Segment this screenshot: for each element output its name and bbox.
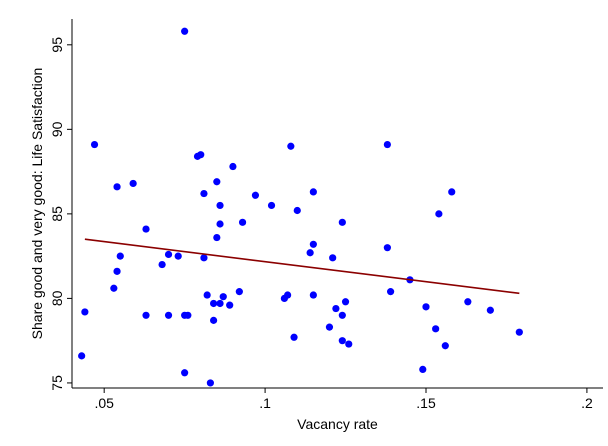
data-point	[325, 323, 334, 331]
data-point	[290, 333, 298, 341]
y-tick-label: 75	[49, 375, 65, 391]
data-point	[216, 220, 224, 228]
data-point	[448, 188, 456, 196]
data-point	[309, 240, 317, 248]
data-point	[226, 301, 234, 309]
data-point	[329, 254, 337, 262]
data-point	[267, 201, 276, 210]
data-point	[129, 179, 137, 188]
data-point	[515, 328, 523, 336]
data-point	[174, 252, 182, 260]
y-axis-title: Share good and very good: Life Satisfact…	[29, 68, 45, 340]
data-point	[164, 311, 173, 319]
data-point	[383, 140, 391, 149]
data-point	[441, 342, 449, 350]
data-point	[110, 284, 118, 292]
data-point	[332, 304, 340, 313]
x-tick-label: .1	[259, 395, 271, 411]
data-point	[216, 201, 224, 210]
data-point	[197, 151, 205, 159]
data-point	[338, 337, 346, 345]
x-axis-title: Vacancy rate	[297, 416, 378, 432]
data-point	[435, 210, 443, 218]
data-point	[181, 369, 189, 377]
data-point	[113, 267, 121, 275]
x-tick-label: .05	[94, 395, 114, 411]
data-point	[238, 218, 247, 226]
data-point	[78, 352, 86, 360]
data-point	[306, 249, 314, 257]
data-point	[293, 206, 301, 215]
data-point	[158, 260, 166, 269]
y-tick-label: 90	[49, 121, 65, 137]
data-point	[206, 379, 214, 387]
y-tick-label: 95	[49, 37, 65, 53]
data-point	[210, 299, 218, 308]
data-point	[284, 291, 292, 299]
y-tick-label: 85	[49, 206, 65, 222]
data-point	[235, 288, 243, 296]
data-point	[213, 233, 221, 242]
plot-area	[78, 27, 523, 387]
data-point	[200, 189, 208, 198]
x-axis-ticks: .05 .1 .15 .2	[94, 388, 593, 411]
data-point	[464, 298, 472, 306]
data-point	[142, 225, 150, 233]
data-point	[213, 178, 221, 186]
data-point	[113, 183, 121, 191]
data-point	[338, 218, 346, 226]
data-point	[251, 191, 260, 199]
data-point	[203, 291, 211, 299]
y-tick-label: 80	[49, 290, 65, 306]
data-point	[200, 254, 208, 262]
data-point	[219, 293, 227, 301]
y-axis-ticks: 75 80 85 90 95	[49, 37, 72, 391]
data-point	[432, 325, 440, 333]
data-point	[486, 306, 494, 314]
data-point	[419, 365, 427, 374]
x-tick-label: .2	[581, 395, 593, 411]
data-point	[81, 308, 89, 316]
data-point	[142, 311, 150, 319]
data-point	[309, 291, 317, 299]
data-point	[383, 244, 391, 252]
data-point	[181, 27, 189, 35]
data-point	[229, 162, 237, 171]
fitted-line	[84, 238, 520, 295]
data-point	[341, 298, 350, 306]
data-point	[210, 316, 218, 324]
data-point	[90, 140, 99, 149]
data-point	[216, 299, 224, 308]
data-point	[287, 142, 295, 150]
x-tick-label: .15	[416, 395, 436, 411]
data-point	[345, 340, 353, 348]
data-point	[387, 288, 395, 296]
data-point	[309, 188, 317, 196]
data-point	[164, 250, 173, 259]
data-point	[184, 311, 192, 319]
data-point	[338, 311, 346, 319]
data-point	[116, 252, 124, 260]
data-point	[422, 303, 430, 311]
